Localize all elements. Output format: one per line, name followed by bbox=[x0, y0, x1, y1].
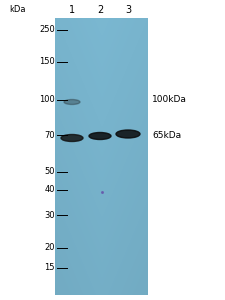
Text: 20: 20 bbox=[45, 244, 55, 253]
Text: 3: 3 bbox=[125, 5, 131, 15]
Text: 1: 1 bbox=[69, 5, 75, 15]
Ellipse shape bbox=[64, 100, 80, 104]
Text: 2: 2 bbox=[97, 5, 103, 15]
Text: 50: 50 bbox=[45, 167, 55, 176]
Ellipse shape bbox=[89, 133, 111, 140]
Text: 250: 250 bbox=[39, 26, 55, 34]
Ellipse shape bbox=[116, 130, 140, 138]
Text: 100: 100 bbox=[39, 95, 55, 104]
Text: 40: 40 bbox=[45, 185, 55, 194]
Text: 30: 30 bbox=[44, 211, 55, 220]
Ellipse shape bbox=[61, 134, 83, 142]
Text: 65kDa: 65kDa bbox=[152, 130, 181, 140]
Text: 15: 15 bbox=[45, 263, 55, 272]
Text: 100kDa: 100kDa bbox=[152, 95, 187, 104]
Text: 150: 150 bbox=[39, 58, 55, 67]
Text: 70: 70 bbox=[44, 130, 55, 140]
Text: kDa: kDa bbox=[10, 5, 26, 14]
